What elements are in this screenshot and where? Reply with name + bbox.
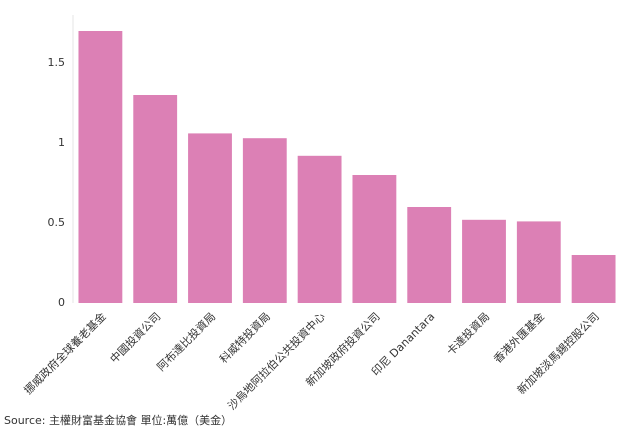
x-tick-label: 卡達投資局 (443, 309, 492, 358)
x-tick-label: 香港外匯基金 (490, 309, 547, 366)
bar (297, 155, 342, 303)
bar (242, 138, 287, 303)
x-tick-label: 挪威政府全球養老基金 (21, 309, 109, 397)
bar (78, 31, 123, 303)
y-tick-label: 0 (58, 296, 65, 309)
bar (571, 255, 616, 303)
y-tick-label: 1 (58, 136, 65, 149)
y-tick-label: 1.5 (48, 56, 66, 69)
bar (407, 207, 452, 303)
x-tick-label: 中國投資公司 (107, 309, 164, 366)
x-tick-label: 阿布達比投資局 (154, 309, 218, 373)
bar (352, 175, 397, 303)
x-tick-label: 沙烏地阿拉伯公共投資中心 (225, 309, 328, 412)
bar (133, 95, 178, 303)
bar (462, 219, 506, 303)
y-tick-label: 0.5 (48, 216, 66, 229)
bar (188, 133, 232, 303)
bar (516, 221, 561, 303)
x-tick-label: 科威特投資局 (216, 309, 273, 366)
source-note: Source: 主權財富基金協會 單位:萬億（美金） (4, 413, 232, 427)
